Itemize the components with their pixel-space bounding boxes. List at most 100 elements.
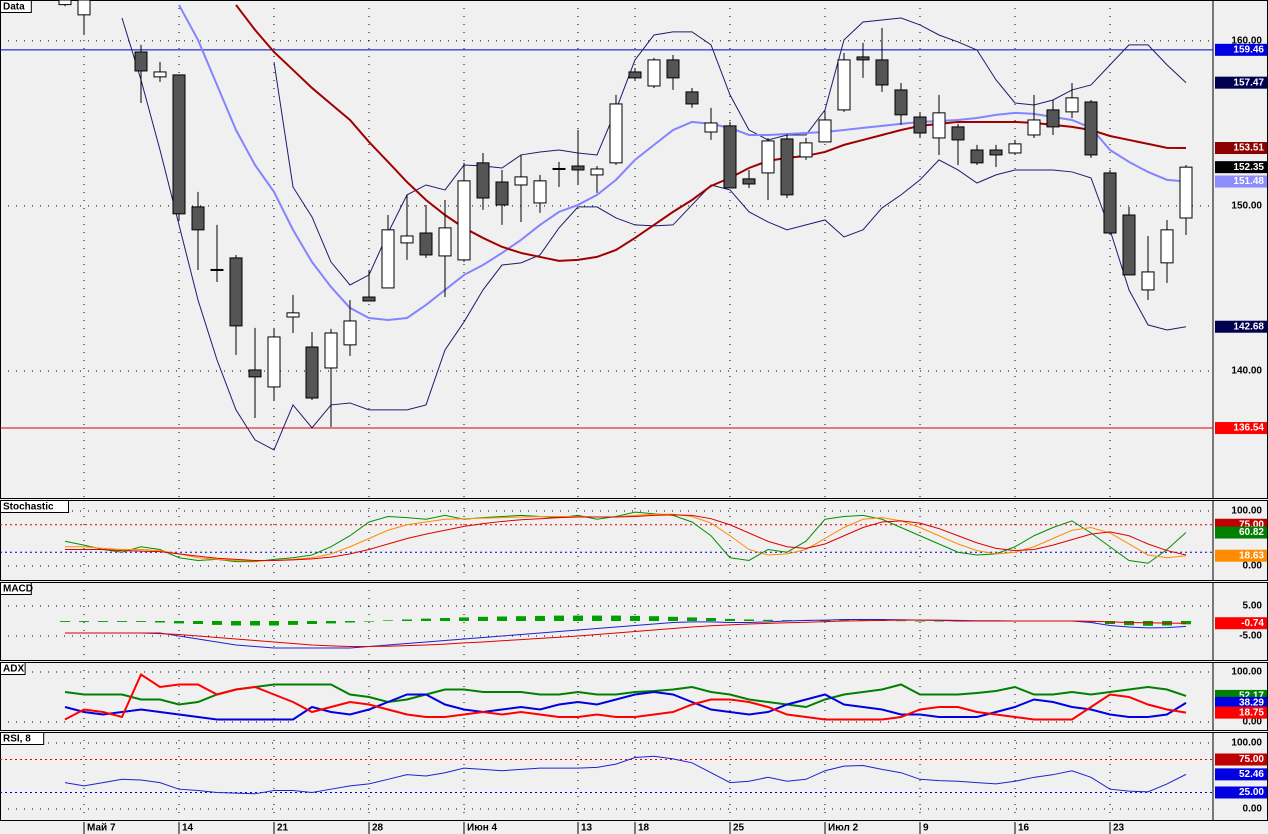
histogram-bar [269, 621, 279, 626]
histogram-bar [193, 621, 203, 624]
x-tick-label: 18 [638, 823, 650, 834]
price-label: 75.00 [1239, 754, 1264, 765]
candle-body [191, 206, 205, 231]
price-label-box [1215, 617, 1267, 630]
series-line [178, 4, 1187, 321]
price-label-box [1215, 753, 1267, 766]
price-label-box [1215, 320, 1267, 333]
price-label: 75.00 [1239, 519, 1264, 530]
series-line [64, 511, 1187, 564]
candle-body [495, 181, 509, 206]
price-label: 60.82 [1239, 527, 1264, 538]
y-tick-label: 150.00 [1231, 201, 1262, 212]
histogram-bar [516, 616, 526, 621]
histogram-bar [649, 616, 659, 621]
candle-body [723, 125, 737, 189]
candle-body [666, 59, 680, 79]
histogram-bar [459, 617, 469, 621]
price-label-box [1215, 768, 1267, 781]
histogram-bar [497, 616, 507, 621]
y-tick-label: 0.00 [1243, 561, 1263, 572]
x-tick-label: Июн 4 [467, 823, 498, 834]
candle-body [305, 346, 319, 399]
histogram-bar [1143, 621, 1153, 626]
histogram-bar [1181, 621, 1191, 625]
candle-body [210, 268, 224, 271]
histogram-bar [174, 621, 184, 624]
y-tick-label: 0.00 [1243, 804, 1263, 815]
y-tick-label: 100.00 [1231, 738, 1262, 749]
candle-body [457, 180, 471, 261]
candle-body [818, 119, 832, 143]
histogram-bar [98, 621, 108, 622]
histogram-bar [706, 618, 716, 621]
candle-body [533, 180, 547, 204]
candle-body [58, 0, 72, 6]
x-tick-label: 23 [1113, 823, 1125, 834]
candle-body [704, 122, 718, 133]
panel-title: ADX [3, 664, 24, 675]
candle-body [894, 89, 908, 116]
price-label-box [1215, 422, 1267, 435]
candle-body [1179, 166, 1193, 219]
panel-title: Stochastic [3, 502, 54, 513]
price-label: 38.29 [1239, 697, 1264, 708]
price-label-box [1215, 142, 1267, 155]
y-tick-label: 100.00 [1231, 667, 1262, 678]
candle-body [1027, 119, 1041, 136]
price-label: 151.48 [1233, 176, 1264, 187]
panel-title-box [0, 0, 32, 13]
histogram-bar [611, 615, 621, 621]
price-label-box [1215, 706, 1267, 719]
candle-body [286, 312, 300, 318]
histogram-bar [763, 619, 773, 621]
histogram-bar [668, 616, 678, 621]
candle-body [1141, 271, 1155, 291]
x-tick-label: 9 [923, 823, 929, 834]
price-label: 18.63 [1239, 550, 1264, 561]
y-tick-label: 140.00 [1231, 366, 1262, 377]
y-tick-label: 160.00 [1231, 36, 1262, 47]
candle-body [856, 56, 870, 61]
histogram-bar [1124, 621, 1134, 626]
candle-body [77, 0, 91, 16]
candle-body [267, 336, 281, 388]
price-label: 157.47 [1233, 77, 1264, 88]
histogram-bar [79, 621, 89, 622]
price-label-box [1215, 549, 1267, 562]
price-label: 52.46 [1239, 769, 1264, 780]
series-line [64, 673, 1187, 721]
x-tick-label: 25 [733, 823, 745, 834]
histogram-bar [136, 621, 146, 622]
histogram-bar [421, 618, 431, 621]
candle-body [628, 71, 642, 79]
candle-body [685, 91, 699, 105]
histogram-bar [478, 616, 488, 621]
candle-body [1160, 229, 1174, 264]
x-tick-label: 13 [581, 823, 593, 834]
candle-body [780, 138, 794, 196]
candle-body [381, 229, 395, 289]
histogram-bar [535, 615, 545, 621]
candle-body [419, 232, 433, 256]
x-tick-label: Май 7 [87, 823, 116, 834]
candle-body [647, 59, 661, 87]
histogram-bar [687, 617, 697, 621]
candle-body [172, 74, 186, 215]
candle-body [552, 167, 566, 170]
histogram-bar [554, 615, 564, 621]
candle-body [1046, 109, 1060, 128]
candle-body [875, 59, 889, 86]
y-tick-label: -5.00 [1239, 631, 1262, 642]
y-tick-label: 5.00 [1243, 601, 1263, 612]
candle-body [324, 332, 338, 369]
histogram-bar [326, 621, 336, 624]
candle-body [609, 103, 623, 164]
y-tick-label: 0.00 [1243, 717, 1263, 728]
histogram-bar [250, 621, 260, 626]
panel-title-box [0, 662, 26, 675]
candle-body [1008, 143, 1022, 154]
histogram-bar [915, 621, 925, 622]
price-label-box [1215, 43, 1267, 56]
